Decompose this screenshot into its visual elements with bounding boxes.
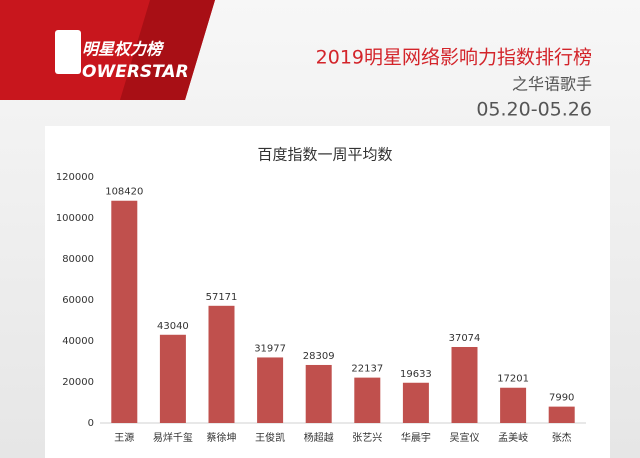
y-tick-label: 0 bbox=[88, 418, 94, 429]
value-label: 19633 bbox=[400, 369, 432, 380]
bar bbox=[159, 334, 186, 423]
brand: 明星权力榜 bbox=[82, 40, 165, 59]
value-label: 28309 bbox=[303, 351, 335, 362]
bar bbox=[402, 382, 429, 423]
x-tick-label: 华晨宇 bbox=[401, 431, 431, 444]
value-label: 17201 bbox=[497, 374, 529, 385]
bar bbox=[208, 305, 235, 423]
y-tick-label: 120000 bbox=[56, 172, 94, 183]
x-tick-label: 吴宣仪 bbox=[450, 431, 480, 444]
brand-sub: OWERSTAR bbox=[82, 62, 189, 82]
chart-title: 百度指数一周平均数 bbox=[257, 146, 392, 164]
x-tick-label: 孟美岐 bbox=[498, 431, 528, 444]
x-tick-label: 张艺兴 bbox=[352, 432, 382, 444]
y-tick-label: 100000 bbox=[56, 213, 94, 224]
value-label: 43040 bbox=[157, 321, 189, 332]
value-label: 31977 bbox=[254, 343, 286, 354]
bar bbox=[305, 364, 332, 423]
value-label: 57171 bbox=[206, 292, 238, 303]
y-tick-label: 40000 bbox=[62, 336, 94, 347]
y-tick-label: 80000 bbox=[62, 254, 94, 265]
bar bbox=[111, 200, 138, 423]
banner-shade bbox=[120, 0, 215, 100]
logo-icon bbox=[55, 30, 81, 74]
plot: 0 20000 40000 60000 80000 100000 120000 王源 10842… bbox=[56, 172, 586, 444]
x-tick-label: 蔡徐坤 bbox=[207, 431, 237, 444]
bar bbox=[257, 357, 284, 423]
bar bbox=[451, 346, 478, 423]
bar bbox=[354, 377, 381, 423]
x-tick-label: 易烊千玺 bbox=[153, 431, 193, 444]
bar bbox=[548, 406, 575, 423]
page-title: 2019明星网络影响力指数排行榜 bbox=[316, 47, 592, 69]
y-tick-label: 20000 bbox=[62, 377, 94, 388]
x-tick-label: 王俊凯 bbox=[255, 431, 285, 444]
bar bbox=[500, 387, 527, 423]
x-tick-label: 张杰 bbox=[552, 432, 572, 444]
value-label: 22137 bbox=[351, 364, 383, 375]
value-label: 7990 bbox=[549, 393, 574, 404]
x-tick-label: 杨超越 bbox=[304, 431, 334, 444]
value-label: 37074 bbox=[449, 333, 481, 344]
value-label: 108420 bbox=[105, 187, 143, 198]
page-subtitle: 之华语歌手 bbox=[512, 75, 592, 94]
date: 05.20-05.26 bbox=[476, 99, 592, 121]
y-tick-label: 60000 bbox=[62, 295, 94, 306]
x-tick-label: 王源 bbox=[114, 431, 134, 444]
